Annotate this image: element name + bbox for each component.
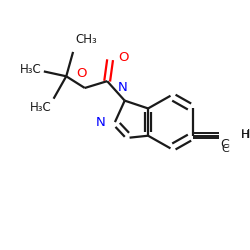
Text: O: O xyxy=(118,51,128,64)
Text: N: N xyxy=(118,81,128,94)
Text: C: C xyxy=(221,144,229,154)
Text: H₃C: H₃C xyxy=(30,101,52,114)
Text: O: O xyxy=(76,67,87,80)
Text: H: H xyxy=(241,128,250,141)
Text: H₃C: H₃C xyxy=(20,63,42,76)
Text: H: H xyxy=(241,130,249,140)
Text: CH₃: CH₃ xyxy=(75,33,97,46)
Text: N: N xyxy=(96,116,105,128)
Text: C: C xyxy=(220,138,229,151)
